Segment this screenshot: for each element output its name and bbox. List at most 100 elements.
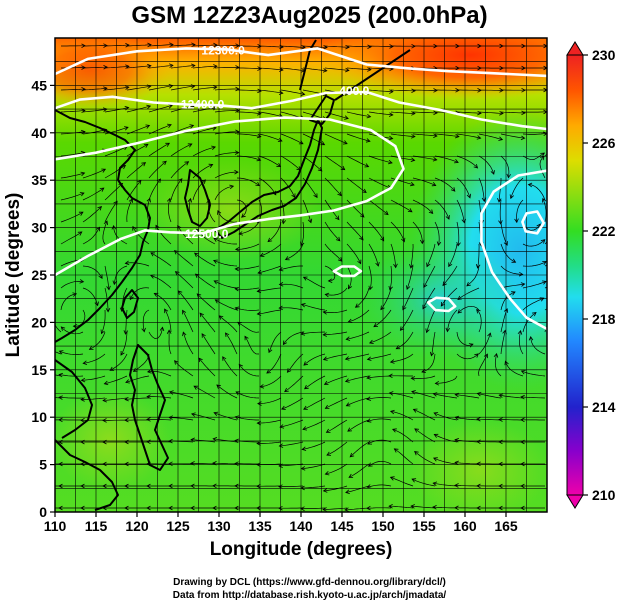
streamline-arrowhead xyxy=(146,483,151,489)
streamline xyxy=(257,287,282,292)
streamline-arrowhead xyxy=(454,159,459,164)
streamline-arrowhead xyxy=(366,356,372,361)
streamline-arrowhead xyxy=(276,162,282,168)
streamline-arrowhead xyxy=(436,241,442,247)
streamline xyxy=(235,243,260,250)
streamline xyxy=(302,67,327,72)
streamline xyxy=(406,265,414,290)
streamline xyxy=(150,252,172,267)
streamline xyxy=(81,397,106,400)
streamline xyxy=(324,67,349,71)
streamline-arrowhead xyxy=(124,106,130,111)
streamline-arrowhead xyxy=(255,181,260,187)
streamline xyxy=(367,397,392,400)
streamline-arrowhead xyxy=(166,329,172,334)
streamline-arrowhead xyxy=(195,228,201,234)
streamline xyxy=(236,177,260,186)
streamline-arrowhead xyxy=(322,356,328,361)
streamline-arrowhead xyxy=(426,262,431,268)
streamline-arrowhead xyxy=(388,285,393,291)
streamline-arrowhead xyxy=(366,375,372,380)
streamline-arrowhead xyxy=(95,226,101,232)
streamline xyxy=(82,187,104,201)
streamline xyxy=(544,286,547,289)
streamline xyxy=(125,309,128,335)
streamline xyxy=(304,375,326,390)
streamline xyxy=(60,152,85,157)
streamline-arrowhead xyxy=(475,263,481,269)
streamline-arrowhead xyxy=(60,326,66,331)
streamline-arrowhead xyxy=(174,271,180,276)
streamline-arrowhead xyxy=(281,219,287,225)
streamline xyxy=(73,309,86,327)
streamline-arrowhead xyxy=(300,331,306,336)
streamline xyxy=(323,507,348,510)
streamline-arrowhead xyxy=(155,224,160,230)
colorbar-top-arrow xyxy=(566,41,584,56)
streamline xyxy=(300,507,326,510)
streamline xyxy=(478,353,488,377)
streamline xyxy=(369,331,392,344)
streamline-arrowhead xyxy=(498,136,504,141)
streamline xyxy=(258,111,283,118)
streamline-arrowhead xyxy=(388,391,394,396)
streamline xyxy=(434,177,456,192)
streamline-arrowhead xyxy=(199,312,204,318)
streamline xyxy=(279,265,303,271)
streamline xyxy=(466,265,480,287)
colorbar-tick-label: 214 xyxy=(592,399,616,415)
streamline xyxy=(278,485,304,488)
streamline-arrowhead xyxy=(433,457,438,462)
streamline xyxy=(390,243,397,268)
streamline xyxy=(390,353,414,363)
streamline-arrowhead xyxy=(461,218,466,224)
streamline xyxy=(236,155,261,161)
streamline-arrowhead xyxy=(445,327,451,333)
streamline-arrowhead xyxy=(278,443,284,448)
streamline-arrowhead xyxy=(58,439,63,445)
streamline xyxy=(522,312,537,333)
chart-title: GSM 12Z23Aug2025 (200.0hPa) xyxy=(131,2,488,29)
colorbar-tick-label: 222 xyxy=(592,223,616,239)
streamline xyxy=(89,331,106,350)
streamline xyxy=(367,353,392,360)
streamline-arrowhead xyxy=(72,292,78,297)
streamline-arrowhead xyxy=(468,343,474,348)
streamline xyxy=(60,172,85,179)
small-closed-contour-3 xyxy=(521,210,545,235)
streamline xyxy=(498,178,502,202)
streamline xyxy=(544,308,547,311)
data-source-credit: Data from http://database.rish.kyoto-u.a… xyxy=(172,590,447,601)
streamline xyxy=(368,199,389,215)
streamline-arrowhead xyxy=(340,165,346,171)
streamline-arrowhead xyxy=(527,182,533,188)
streamline-arrowhead xyxy=(168,390,174,395)
streamline xyxy=(194,252,216,267)
streamline-arrowhead xyxy=(279,44,284,50)
streamline xyxy=(390,476,414,487)
streamline-arrowhead xyxy=(234,266,240,272)
streamline xyxy=(214,67,239,69)
streamline-arrowhead xyxy=(78,211,84,216)
streamline xyxy=(126,143,149,157)
streamline xyxy=(456,155,478,169)
streamline xyxy=(148,85,173,91)
streamline-arrowhead xyxy=(201,333,206,338)
streamline-arrowhead xyxy=(454,460,459,466)
streamline-arrowhead xyxy=(399,326,405,331)
streamline-arrowhead xyxy=(362,188,367,193)
streamline-arrowhead xyxy=(58,483,63,489)
streamline-arrowhead xyxy=(322,310,328,315)
streamline-arrowhead xyxy=(345,402,351,407)
streamline xyxy=(198,357,216,377)
streamline-arrowhead xyxy=(80,439,85,445)
streamline xyxy=(516,199,524,223)
streamline xyxy=(213,412,238,421)
streamline xyxy=(258,67,283,71)
streamline xyxy=(279,441,304,447)
streamline xyxy=(192,86,217,91)
streamline-arrowhead xyxy=(457,295,463,301)
streamline xyxy=(60,293,77,311)
streamline-arrowhead xyxy=(225,332,230,337)
streamline-arrowhead xyxy=(213,237,219,242)
